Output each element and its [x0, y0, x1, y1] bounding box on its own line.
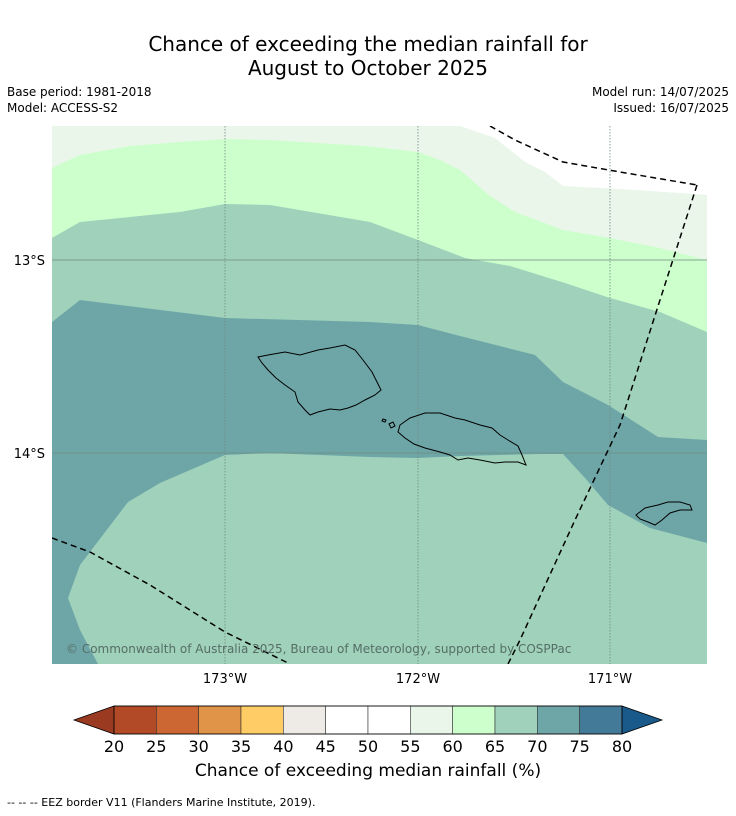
zone-50-55	[460, 126, 707, 195]
colorbar-tick-label: 75	[569, 737, 589, 756]
colorbar-tick-label: 25	[146, 737, 166, 756]
colorbar-swatch	[325, 705, 369, 735]
colorbar-swatch	[156, 705, 199, 735]
savaii-island-outline	[257, 344, 382, 416]
apolima-island-outline	[388, 421, 396, 429]
colorbar-tick-label: 80	[612, 737, 632, 756]
colorbar-swatch	[579, 705, 623, 735]
issued-date: Issued: 16/07/2025	[613, 101, 729, 115]
colorbar-swatch	[198, 705, 242, 735]
colorbar-swatch	[283, 705, 326, 735]
map-title-line1: Chance of exceeding the median rainfall …	[148, 32, 588, 56]
colorbar-swatch	[494, 705, 538, 735]
colorbar-over-triangle	[621, 705, 664, 735]
colorbar: 20 25 30 35 40 45 50 55 60 65 70 75 80	[72, 705, 664, 756]
colorbar-tick-label: 65	[485, 737, 505, 756]
copyright-notice: © Commonwealth of Australia 2025, Bureau…	[66, 642, 571, 656]
graticule	[52, 126, 707, 664]
map-area: © Commonwealth of Australia 2025, Bureau…	[52, 126, 707, 664]
colorbar-tick-label: 35	[231, 737, 251, 756]
colorbar-swatch	[452, 705, 496, 735]
zone-65-70-south	[52, 453, 707, 664]
colorbar-under-triangle	[72, 705, 115, 735]
colorbar-tick-label: 60	[442, 737, 462, 756]
colorbar-swatch	[537, 705, 580, 735]
eez-legend-note: -- -- -- EEZ border V11 (Flanders Marine…	[7, 796, 316, 809]
base-period: Base period: 1981-2018	[7, 85, 152, 99]
lat-label-14s: 14°S	[14, 447, 45, 462]
colorbar-frame	[113, 705, 623, 735]
model-name: Model: ACCESS-S2	[7, 101, 119, 115]
colorbar-swatch	[240, 705, 284, 735]
colorbar-swatch	[410, 705, 453, 735]
lon-label-172w: 172°W	[396, 672, 440, 687]
model-run-date: Model run: 14/07/2025	[591, 85, 729, 99]
manono-island-outline	[381, 418, 387, 423]
lon-label-173w: 173°W	[203, 672, 247, 687]
colorbar-tick-label: 45	[315, 737, 335, 756]
coastlines	[257, 344, 693, 526]
eez-borders	[52, 126, 698, 664]
lat-label-13s: 13°S	[14, 254, 45, 269]
lon-label-171w: 171°W	[588, 672, 632, 687]
map-title-line2: August to October 2025	[247, 56, 489, 80]
colorbar-label: Chance of exceeding median rainfall (%)	[194, 761, 542, 781]
colorbar-tick-label: 20	[104, 737, 124, 756]
upolu-island-outline	[397, 412, 527, 466]
colorbar-swatch	[113, 705, 157, 735]
colorbar-tick-label: 50	[358, 737, 378, 756]
colorbar-tick-label: 70	[527, 737, 547, 756]
colorbar-tick-label: 30	[188, 737, 208, 756]
colorbar-tick-label: 55	[400, 737, 420, 756]
colorbar-tick-label: 40	[273, 737, 293, 756]
tutuila-island-outline	[635, 501, 693, 526]
colorbar-swatch	[367, 705, 411, 735]
